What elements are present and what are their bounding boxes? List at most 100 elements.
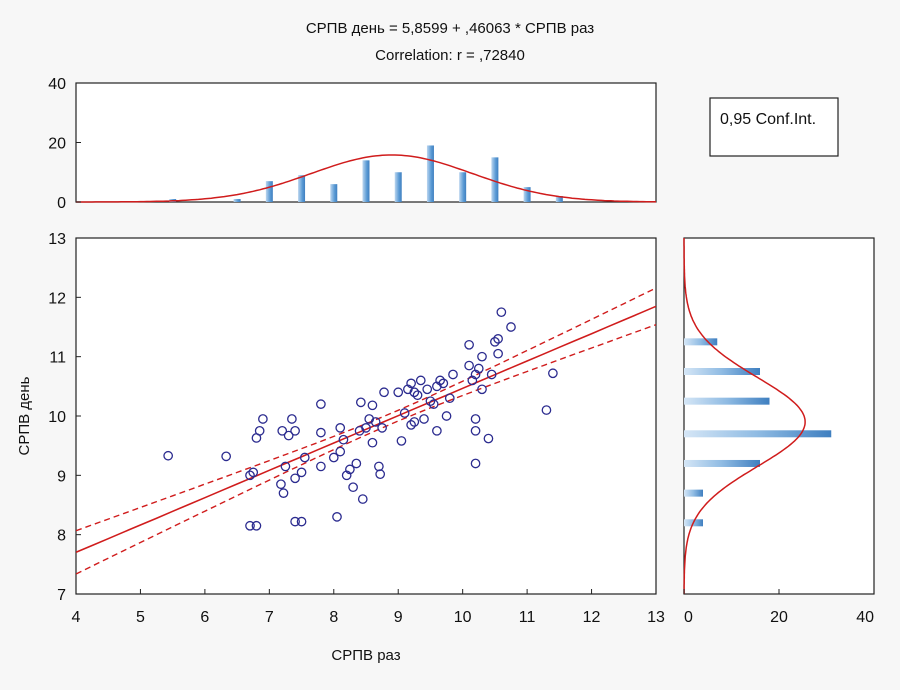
x-tick-label: 5: [136, 609, 145, 626]
data-point: [251, 520, 262, 531]
data-point: [425, 396, 436, 407]
data-point: [493, 334, 503, 344]
data-point: [245, 470, 255, 481]
data-point: [296, 516, 307, 527]
data-point: [335, 423, 346, 433]
data-point: [296, 467, 307, 478]
legend-text: 0,95 Conf.Int.: [720, 111, 816, 128]
hist-y-tick-label: 20: [48, 136, 66, 153]
histogram-bar: [362, 160, 370, 202]
data-point: [506, 322, 516, 332]
data-point: [444, 393, 455, 404]
x-tick-label: 7: [265, 609, 274, 626]
data-point: [470, 458, 481, 469]
data-point: [412, 390, 423, 401]
x-axis-title: СРПВ раз: [331, 647, 400, 664]
y-tick-label: 7: [57, 587, 66, 604]
hist-x-tick-label: 20: [770, 609, 788, 626]
histogram-bar: [523, 187, 531, 202]
data-point: [422, 384, 433, 395]
histogram-bar: [684, 459, 760, 467]
data-point: [316, 399, 326, 409]
y-tick-label: 13: [48, 231, 66, 248]
data-point: [432, 425, 442, 436]
data-point: [496, 307, 507, 318]
histogram-bar: [684, 397, 770, 405]
data-point: [290, 516, 300, 527]
data-point: [287, 414, 297, 424]
histogram-bar: [555, 196, 563, 202]
data-point: [283, 430, 294, 441]
data-point: [332, 512, 342, 522]
data-point: [370, 417, 381, 427]
data-point: [541, 405, 552, 415]
data-point: [254, 425, 265, 436]
hist-x-tick-label: 40: [856, 609, 874, 626]
data-point: [277, 425, 288, 436]
data-point: [467, 375, 478, 386]
confidence-band-upper: [76, 287, 656, 532]
y-axis-title: СРПВ день: [16, 376, 33, 455]
histogram-bar: [684, 368, 760, 375]
data-point: [375, 469, 386, 479]
data-point: [464, 360, 474, 371]
histogram-bar: [265, 181, 273, 202]
data-point: [470, 414, 481, 424]
data-point: [448, 369, 458, 380]
scatter-plot: [76, 287, 656, 575]
data-point: [361, 423, 371, 433]
data-point: [399, 408, 410, 418]
data-point: [409, 387, 420, 398]
data-point: [280, 461, 291, 472]
data-point: [432, 381, 442, 392]
data-point: [473, 363, 484, 374]
data-point: [428, 399, 439, 409]
data-point: [335, 446, 346, 457]
right-histogram: [683, 238, 832, 594]
data-point: [406, 420, 416, 430]
data-point: [276, 479, 286, 490]
data-point: [278, 488, 289, 498]
right-histogram-frame: [683, 237, 875, 595]
x-tick-label: 10: [454, 609, 472, 626]
x-tick-label: 8: [329, 609, 338, 626]
histogram-bar: [394, 172, 402, 202]
histogram-bar: [491, 157, 499, 202]
data-point: [477, 351, 487, 362]
data-point: [258, 414, 268, 424]
histogram-bar: [233, 199, 241, 202]
x-tick-label: 12: [583, 609, 601, 626]
data-point: [316, 461, 326, 472]
y-tick-label: 9: [57, 468, 66, 485]
data-point: [348, 482, 358, 493]
data-point: [338, 434, 349, 445]
data-point: [245, 520, 255, 531]
histogram-bar: [684, 338, 718, 346]
data-point: [364, 414, 375, 424]
regression-group: [76, 287, 656, 575]
data-point: [357, 494, 368, 504]
histogram-bar: [684, 489, 703, 497]
data-point: [328, 452, 339, 463]
data-point: [345, 464, 355, 475]
data-point: [441, 411, 452, 421]
data-point: [548, 368, 558, 379]
histogram-bar: [298, 175, 306, 202]
data-point: [419, 414, 429, 424]
data-point: [438, 378, 449, 389]
x-tick-label: 9: [394, 609, 403, 626]
data-point: [379, 387, 389, 398]
data-point: [490, 336, 500, 347]
data-point: [396, 436, 407, 446]
data-point: [367, 437, 378, 448]
chart-subtitle: Correlation: r = ,72840: [375, 47, 525, 64]
y-tick-label: 8: [57, 528, 66, 545]
data-point: [477, 384, 487, 395]
data-point: [377, 423, 387, 433]
x-tick-label: 4: [72, 609, 81, 626]
x-tick-label: 6: [200, 609, 209, 626]
histogram-bar: [426, 145, 434, 202]
data-point: [221, 451, 232, 462]
data-point: [393, 387, 404, 398]
